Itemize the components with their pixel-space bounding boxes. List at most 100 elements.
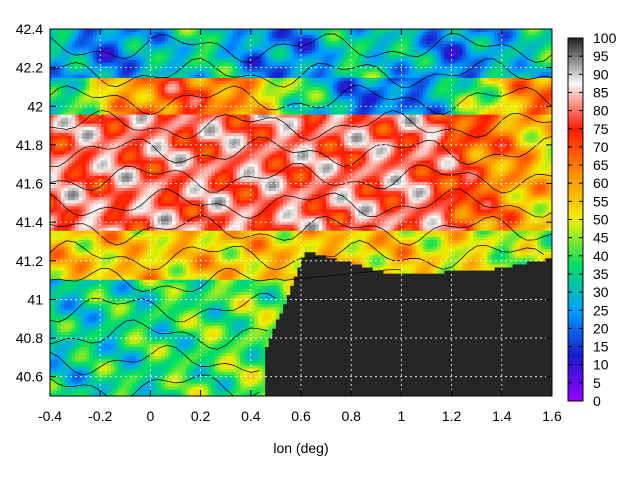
heatmap-cell [53, 50, 58, 55]
heatmap-cell [171, 129, 177, 134]
heatmap-cell [211, 126, 216, 131]
heatmap-cell [186, 56, 191, 61]
heatmap-cell [383, 102, 388, 107]
heatmap-cell [333, 62, 338, 67]
heatmap-cell [412, 50, 417, 55]
heatmap-cell [537, 108, 542, 113]
heatmap-cell [200, 126, 205, 131]
heatmap-cell [268, 71, 273, 76]
heatmap-cell [301, 50, 306, 55]
heatmap-cell [304, 80, 309, 85]
heatmap-cell [365, 84, 370, 88]
heatmap-cell [139, 96, 144, 100]
heatmap-cell [64, 56, 69, 61]
heatmap-cell [505, 129, 510, 134]
heatmap-cell [387, 74, 392, 79]
heatmap-cell [430, 96, 435, 100]
heatmap-cell [218, 136, 223, 140]
heatmap-cell [82, 93, 87, 97]
heatmap-cell [315, 38, 320, 42]
heatmap-cell [455, 108, 460, 113]
heatmap-cell [279, 74, 284, 79]
heatmap-cell [50, 108, 55, 113]
heatmap-cell [82, 108, 87, 113]
heatmap-cell [422, 47, 428, 52]
heatmap-cell [118, 126, 123, 131]
heatmap-cell [247, 56, 252, 61]
heatmap-cell [311, 126, 316, 131]
heatmap-cell [487, 59, 492, 64]
heatmap-cell [261, 120, 266, 125]
heatmap-cell [340, 35, 345, 39]
heatmap-cell [265, 62, 270, 67]
heatmap-cell [164, 105, 169, 110]
heatmap-cell [440, 123, 446, 128]
heatmap-cell [351, 111, 356, 116]
heatmap-cell [376, 87, 381, 91]
heatmap-cell [322, 129, 327, 134]
heatmap-cell [333, 59, 338, 64]
heatmap-cell [283, 71, 288, 76]
heatmap-cell [372, 117, 377, 122]
heatmap-cell [157, 87, 162, 91]
heatmap-cell [372, 132, 377, 137]
heatmap-cell [229, 56, 234, 61]
heatmap-cell [462, 99, 467, 103]
heatmap-cell [157, 32, 162, 36]
heatmap-cell [164, 71, 169, 76]
heatmap-cell [247, 32, 252, 36]
heatmap-cell [236, 114, 241, 119]
heatmap-cell [218, 114, 223, 119]
heatmap-cell [193, 93, 198, 97]
heatmap-cell [494, 93, 499, 97]
heatmap-cell [480, 35, 485, 39]
heatmap-cell [218, 41, 223, 45]
heatmap-cell [168, 132, 173, 137]
heatmap-cell [121, 80, 126, 85]
heatmap-cell [311, 29, 316, 33]
heatmap-cell [433, 32, 438, 36]
heatmap-cell [422, 102, 428, 107]
heatmap-cell [186, 84, 191, 88]
heatmap-cell [304, 96, 309, 100]
heatmap-cell [207, 74, 212, 79]
heatmap-cell [85, 90, 91, 94]
heatmap-cell [164, 102, 169, 107]
heatmap-cell [286, 77, 291, 82]
heatmap-cell [498, 44, 503, 48]
heatmap-cell [354, 90, 359, 94]
heatmap-cell [387, 87, 392, 91]
heatmap-cell [494, 71, 499, 76]
heatmap-cell [164, 35, 169, 39]
heatmap-cell [526, 80, 532, 85]
heatmap-cell [465, 50, 471, 55]
heatmap-cell [469, 84, 474, 88]
heatmap-cell [286, 96, 291, 100]
heatmap-cell [394, 32, 399, 36]
heatmap-cell [462, 68, 467, 73]
heatmap-cell [412, 123, 417, 128]
heatmap-cell [494, 56, 499, 61]
heatmap-cell [390, 38, 395, 42]
heatmap-cell [544, 87, 550, 91]
heatmap-cell [275, 90, 281, 94]
heatmap-cell [96, 108, 101, 113]
heatmap-cell [508, 50, 514, 55]
heatmap-cell [211, 136, 216, 140]
heatmap-cell [254, 35, 259, 39]
heatmap-cell [121, 77, 126, 82]
heatmap-cell [311, 123, 316, 128]
heatmap-cell [415, 126, 420, 131]
heatmap-cell [243, 74, 248, 79]
heatmap-cell [272, 84, 277, 88]
heatmap-cell [491, 38, 496, 42]
heatmap-cell [139, 120, 144, 125]
heatmap-cell [548, 77, 552, 82]
heatmap-cell [376, 99, 381, 103]
heatmap-cell [534, 38, 539, 42]
heatmap-cell [257, 117, 263, 122]
heatmap-cell [390, 59, 395, 64]
heatmap-cell [93, 99, 98, 103]
heatmap-cell [315, 35, 320, 39]
heatmap-cell [53, 111, 58, 116]
